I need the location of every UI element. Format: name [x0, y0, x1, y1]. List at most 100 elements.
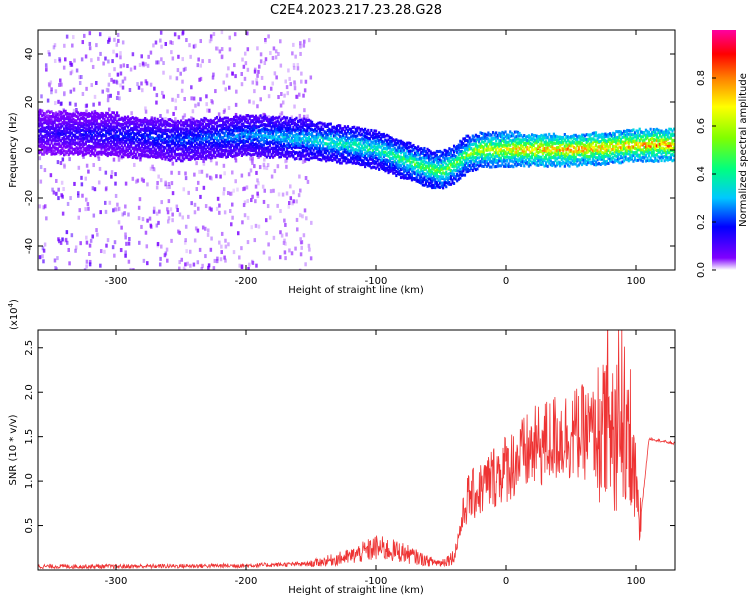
heatmap-ridge-cell — [236, 126, 239, 130]
heatmap-ridge-cell — [247, 125, 250, 129]
heatmap-noise-cell — [240, 264, 244, 269]
heatmap-noise-cell — [99, 210, 102, 215]
heatmap-ridge-cell — [286, 121, 289, 125]
heatmap-ridge-cell — [70, 113, 73, 117]
heatmap-ridge-cell — [393, 167, 396, 171]
heatmap-ridge-cell — [142, 136, 145, 140]
heatmap-ridge-cell — [183, 135, 186, 139]
heatmap-ridge-cell — [399, 157, 403, 161]
heatmap-ridge-cell — [470, 152, 473, 156]
heatmap-ridge-cell — [162, 123, 165, 127]
heatmap-noise-cell — [155, 223, 159, 228]
heatmap-noise-cell — [293, 82, 297, 87]
heatmap-ridge-cell — [48, 110, 52, 114]
heatmap-noise-cell — [215, 174, 218, 179]
heatmap-ridge-cell — [133, 141, 136, 145]
heatmap-ridge-cell — [398, 169, 401, 173]
heatmap-ridge-cell — [209, 118, 212, 122]
heatmap-noise-cell — [226, 190, 230, 195]
heatmap-ridge-cell — [144, 138, 147, 142]
heatmap-ridge-cell — [312, 143, 315, 147]
heatmap-ridge-cell — [409, 152, 412, 156]
heatmap-ridge-cell — [290, 118, 293, 122]
heatmap-ridge-cell — [103, 141, 106, 145]
heatmap-noise-cell — [108, 72, 111, 77]
heatmap-ridge-cell — [417, 153, 420, 157]
heatmap-ridge-cell — [337, 152, 340, 156]
heatmap-ridge-cell — [477, 137, 481, 141]
heatmap-ridge-cell — [256, 145, 259, 149]
heatmap-ridge-cell — [315, 129, 318, 133]
heatmap-noise-cell — [137, 85, 141, 90]
heatmap-ridge-cell — [298, 150, 301, 154]
heatmap-ridge-cell — [404, 169, 407, 173]
heatmap-noise-cell — [297, 193, 301, 198]
heatmap-ridge-cell — [374, 132, 378, 136]
heatmap-noise-cell — [93, 187, 97, 192]
heatmap-ridge-cell — [159, 137, 162, 141]
heatmap-ridge-cell — [52, 126, 55, 130]
heatmap-noise-cell — [63, 91, 66, 96]
heatmap-ridge-cell — [435, 161, 438, 165]
heatmap-noise-cell — [284, 222, 287, 227]
heatmap-ridge-cell — [165, 151, 169, 155]
heatmap-ridge-cell — [39, 144, 42, 148]
heatmap-ridge-cell — [45, 122, 48, 126]
heatmap-ridge-cell — [80, 124, 83, 128]
heatmap-ridge-cell — [426, 161, 429, 165]
heatmap-ridge-cell — [392, 155, 395, 159]
heatmap-ridge-cell — [487, 133, 490, 137]
heatmap-ridge-cell — [410, 169, 414, 173]
heatmap-noise-cell — [67, 247, 70, 252]
heatmap-ridge-cell — [442, 171, 445, 175]
heatmap-ridge-cell — [67, 127, 70, 131]
heatmap-ridge-cell — [122, 126, 125, 130]
heatmap-ridge-cell — [112, 146, 116, 150]
heatmap-ridge-cell — [365, 145, 368, 149]
heatmap-ridge-cell — [300, 128, 303, 132]
heatmap-ridge-cell — [398, 171, 401, 175]
heatmap-noise-cell — [279, 209, 282, 214]
heatmap-ridge-cell — [401, 146, 404, 150]
heatmap-ridge-cell — [83, 133, 86, 137]
heatmap-ridge-cell — [128, 134, 131, 138]
heatmap-ridge-cell — [276, 144, 279, 148]
heatmap-noise-cell — [178, 266, 181, 270]
heatmap-ridge-cell — [133, 120, 136, 124]
heatmap-noise-cell — [199, 152, 203, 157]
heatmap-ridge-cell — [445, 162, 448, 166]
heatmap-ridge-cell — [176, 123, 180, 127]
heatmap-noise-cell — [83, 268, 87, 270]
heatmap-ridge-cell — [354, 138, 357, 142]
heatmap-ridge-cell — [106, 154, 109, 158]
heatmap-ridge-cell — [452, 153, 456, 157]
heatmap-ridge-cell — [395, 148, 398, 152]
heatmap-noise-cell — [57, 196, 60, 201]
heatmap-ridge-cell — [318, 153, 321, 157]
heatmap-noise-cell — [91, 234, 94, 239]
heatmap-noise-cell — [53, 43, 57, 48]
heatmap-ridge-cell — [256, 116, 259, 120]
heatmap-ridge-cell — [428, 177, 431, 181]
heatmap-ridge-cell — [41, 139, 44, 143]
heatmap-ridge-cell — [332, 144, 336, 148]
heatmap-ridge-cell — [183, 137, 186, 141]
heatmap-noise-cell — [290, 251, 294, 256]
heatmap-ridge-cell — [410, 173, 414, 177]
heatmap-noise-cell — [223, 210, 227, 215]
heatmap-noise-cell — [224, 258, 227, 263]
heatmap-ridge-cell — [398, 160, 401, 164]
heatmap-ridge-cell — [194, 127, 197, 131]
heatmap-noise-cell — [119, 83, 122, 88]
heatmap-noise-cell — [247, 266, 250, 270]
heatmap-ridge-cell — [318, 148, 321, 152]
heatmap-noise-cell — [66, 201, 70, 206]
heatmap-ridge-cell — [225, 140, 228, 144]
heatmap-ridge-cell — [354, 136, 357, 140]
heatmap-ridge-cell — [194, 136, 197, 140]
heatmap-ridge-cell — [158, 153, 161, 157]
heatmap-ridge-cell — [100, 129, 103, 133]
heatmap-ridge-cell — [350, 135, 353, 139]
heatmap-ridge-cell — [105, 129, 108, 133]
heatmap-noise-cell — [300, 245, 303, 250]
